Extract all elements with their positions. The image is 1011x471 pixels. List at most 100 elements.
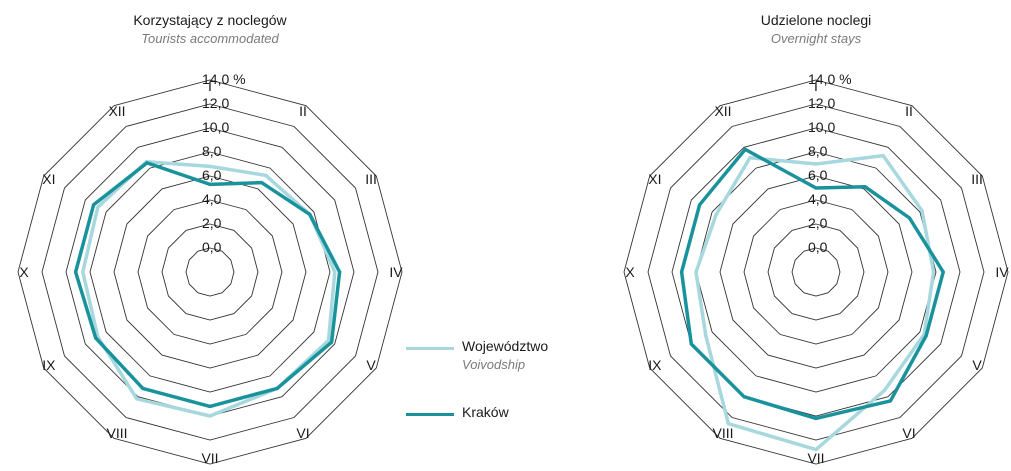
category-label: VI [902,425,915,441]
radial-tick-label: 8,0 [808,143,828,159]
chart-subtitle: Tourists accommodated [141,31,279,46]
data-point-wojewodztwo [96,205,100,209]
radial-tick-label: 8,0 [202,143,222,159]
data-point-wojewodztwo [264,173,268,177]
data-point-krakow [941,270,945,274]
category-label: VIII [106,425,127,441]
data-point-wojewodztwo [814,162,818,166]
grid-ring [17,79,403,465]
category-label: VI [296,425,309,441]
chart-panel-overnight: Udzielone noclegi Overnight stays 0,0 2,0… [606,0,1011,471]
data-point-krakow [742,395,746,399]
legend-item-wojewodztwo: Województwo Voivodship [398,338,598,372]
category-label: IV [995,264,1009,280]
category-label: XII [714,103,731,119]
data-point-wojewodztwo [932,270,936,274]
grid-ring [791,247,841,297]
grid-ring [647,103,985,441]
data-point-krakow [338,270,342,274]
category-label: V [972,357,982,373]
data-point-wojewodztwo [814,448,818,452]
data-point-wojewodztwo [704,334,708,338]
chart-title: Udzielone noclegi [760,12,872,28]
legend-label: Kraków [462,404,509,420]
data-point-wojewodztwo [135,397,139,401]
category-label: III [971,171,983,187]
category-label: IX [648,357,662,373]
radial-tick-label: 2,0 [808,215,828,231]
radar-chart-overnight: 0,02,04,06,08,010,012,014,0 %IIIIIIIVVVI… [623,71,1009,466]
chart-panel-tourists: Korzystający z noclegów Tourists accommo… [0,0,420,471]
data-point-wojewodztwo [81,270,85,274]
category-label: XI [648,171,661,187]
data-point-wojewodztwo [714,212,718,216]
legend-swatch-wojewodztwo [406,347,454,350]
radial-tick-label: 12,0 [808,95,835,111]
radial-tick-label: 4,0 [202,191,222,207]
category-label: VII [807,450,824,466]
category-label: X [625,264,635,280]
radial-tick-label: 6,0 [808,167,828,183]
data-point-wojewodztwo [694,270,698,274]
grid-ring [743,199,889,345]
grid-ring [719,175,913,369]
category-label: X [19,264,29,280]
data-point-wojewodztwo [881,154,885,158]
category-label: IX [42,357,56,373]
data-point-krakow [141,386,145,390]
grid-ring [113,175,307,369]
data-point-krakow [863,185,867,189]
legend-item-krakow: Kraków [398,404,598,424]
data-point-wojewodztwo [326,338,331,342]
data-point-krakow [92,203,96,207]
category-label: XI [42,171,55,187]
radial-tick-label: 10,0 [202,119,229,135]
category-label: I [208,78,212,94]
chart-subtitle: Overnight stays [770,31,862,46]
grid-ring [185,247,235,297]
grid-ring [89,151,331,393]
legend: Województwo Voivodship Kraków [398,338,598,448]
data-point-wojewodztwo [726,422,730,426]
data-point-krakow [907,216,912,220]
radial-tick-label: 10,0 [808,119,835,135]
grid-ring [41,103,379,441]
legend-label: Województwo [462,338,549,354]
grid-ring [137,199,283,345]
radial-tick-label: 0,0 [808,239,828,255]
data-point-krakow [308,212,312,216]
grid-ring [623,79,1009,465]
data-point-krakow [330,340,334,344]
category-label: VIII [712,425,733,441]
category-label: XII [108,103,125,119]
series-line-krakow [679,147,945,421]
data-point-wojewodztwo [208,414,212,418]
data-point-krakow [145,161,149,165]
data-point-krakow [680,270,684,274]
radial-tick-label: 2,0 [202,215,222,231]
category-label: III [365,171,377,187]
category-label: II [299,103,307,119]
data-point-krakow [888,399,892,403]
radial-tick-label: 0,0 [202,239,222,255]
grid-ring [671,127,961,417]
data-point-wojewodztwo [208,164,212,168]
radial-tick-label: 14,0 % [202,71,246,87]
data-point-krakow [275,386,279,390]
data-point-krakow [208,182,212,186]
radial-tick-label: 4,0 [808,191,828,207]
chart-title: Korzystający z noclegów [133,12,287,28]
data-point-krakow [208,404,212,408]
category-label: VII [201,450,218,466]
legend-swatch-krakow [406,413,454,416]
data-point-krakow [698,203,702,207]
data-point-krakow [814,416,818,420]
data-point-wojewodztwo [920,209,924,213]
data-point-krakow [924,334,928,338]
category-label: IV [389,264,403,280]
category-label: V [366,357,376,373]
data-point-krakow [814,186,818,190]
radial-tick-label: 14,0 % [808,71,852,87]
data-point-krakow [74,270,78,274]
data-point-krakow [260,181,264,185]
